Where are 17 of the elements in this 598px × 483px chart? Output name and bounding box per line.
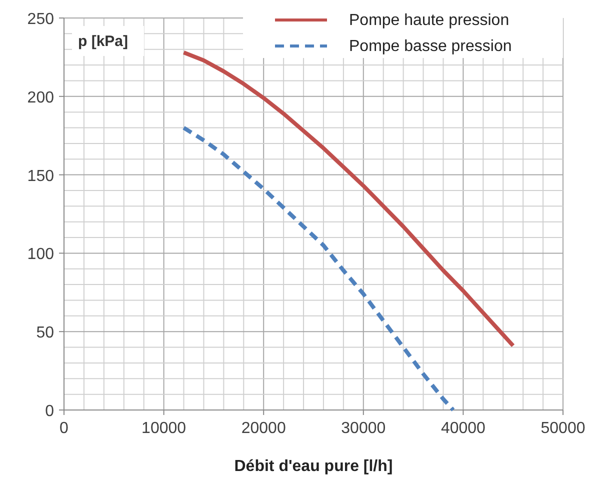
y-tick-label: 0	[45, 403, 54, 420]
y-tick-label: 150	[27, 168, 54, 185]
y-tick-label: 200	[27, 89, 54, 106]
y-tick-label: 250	[27, 11, 54, 28]
x-axis-title: Débit d'eau pure [l/h]	[234, 458, 393, 475]
x-tick-label: 40000	[440, 420, 486, 437]
x-tick-label: 0	[60, 420, 69, 437]
legend-label: Pompe haute pression	[349, 12, 510, 29]
y-tick-label: 100	[27, 246, 54, 264]
line-series	[182, 126, 456, 412]
y-tick-label: 50	[36, 324, 54, 342]
x-tick-label: 20000	[241, 420, 286, 437]
x-tick-label: 10000	[142, 420, 186, 437]
x-tick-label: 30000	[341, 420, 386, 437]
x-tick-label: 50000	[540, 420, 586, 437]
y-axis-title: p [kPa]	[78, 33, 128, 50]
legend-label: Pompe basse pression	[349, 38, 512, 55]
